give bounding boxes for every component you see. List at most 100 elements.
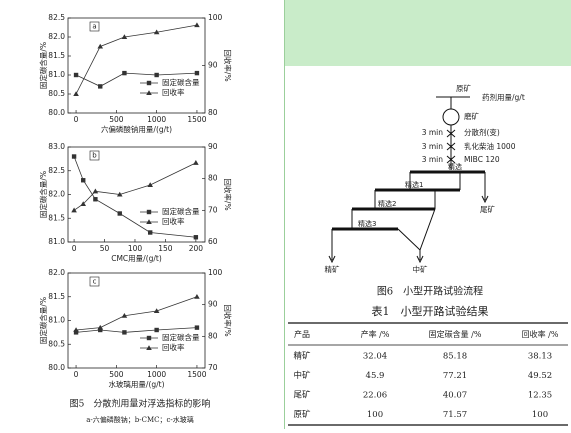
table-header: 固定碳含量 /% (429, 329, 482, 339)
plot-frame (67, 17, 206, 114)
legend-marker (146, 90, 152, 95)
figure-subcaption: a-六偏磷酸钠；b-CMC；c-水玻璃 (86, 415, 194, 424)
table-cell: 12.35 (528, 391, 552, 401)
data-point (97, 43, 104, 49)
feed-label: 原矿 (456, 83, 471, 93)
reagent-cross (446, 129, 456, 164)
y2-tick-label: 80 (208, 174, 218, 183)
series-line (73, 156, 196, 238)
y-tick-label: 80.5 (48, 89, 65, 98)
table-cell: 85.18 (443, 352, 467, 362)
arrow (328, 255, 336, 264)
step-time: 3 min (422, 142, 444, 151)
y2-tick-label: 90 (208, 61, 218, 70)
table-cell: 精矿 (293, 351, 311, 362)
table-cell: 尾矿 (293, 390, 311, 401)
data-point (98, 84, 103, 89)
x-tick-label: 0 (72, 244, 77, 253)
data-point (194, 325, 200, 330)
panel-label: c (93, 278, 97, 286)
data-point (117, 211, 122, 216)
x-tick-label: 1500 (187, 370, 206, 379)
middling-line (397, 208, 436, 260)
cell-label: 精选1 (405, 180, 423, 189)
y-tick-label: 82.0 (48, 268, 65, 277)
divider (284, 0, 285, 429)
x-tick-label: 50 (100, 244, 110, 253)
y-tick-label: 81.5 (48, 51, 65, 60)
flowsheet (328, 96, 489, 264)
data-point (92, 188, 99, 194)
x-tick-label: 100 (128, 244, 143, 253)
data-point (98, 327, 103, 333)
x-tick-label: 500 (109, 115, 124, 124)
table-cell: 32.04 (363, 352, 387, 362)
data-point (80, 201, 87, 206)
panel-label: a (92, 23, 96, 31)
table-cell: 38.13 (528, 352, 552, 362)
table-cell: 100 (367, 410, 383, 420)
y2-axis-label: 回收率/% (223, 304, 233, 336)
flowsheet-caption: 图6 小型开路试验流程 (377, 285, 483, 298)
y2-axis-label: 回收率/% (223, 178, 233, 210)
data-point (121, 34, 128, 39)
panel-box (89, 150, 100, 161)
data-point (154, 327, 159, 333)
y-tick-label: 80.0 (48, 108, 65, 117)
x-tick-label: 1000 (147, 370, 166, 379)
y-tick-label: 82.5 (48, 13, 65, 22)
plot-frame (67, 272, 206, 369)
x-tick-label: 0 (74, 370, 79, 379)
data-point (97, 324, 104, 330)
x-axis-label: 六偏磷酸钠用量/(g/t) (101, 124, 172, 134)
x-axis-label: 水玻璃用量/(g/t) (108, 379, 164, 389)
y-tick-label: 82.0 (48, 190, 65, 199)
y-tick-label: 81.5 (48, 292, 65, 301)
grinding-label: 磨矿 (464, 111, 479, 121)
data-point (73, 72, 79, 78)
series-line (73, 162, 197, 211)
data-point (194, 22, 200, 28)
data-point (116, 191, 123, 197)
concentrate-label: 精矿 (325, 264, 340, 274)
y2-tick-label: 70 (208, 363, 218, 372)
legend-marker (146, 335, 152, 341)
data-point (194, 70, 200, 76)
data-point (122, 330, 127, 335)
data-point (153, 29, 160, 35)
panel-label: b (92, 152, 97, 160)
table: 产品 产率 /% 固定碳含量 /% 回收率 /% 精矿 32.04 85.18 38.13 中矿… (288, 322, 568, 426)
x-axis-label: CMC用量/(g/t) (111, 254, 162, 263)
step-reagent: 分散剂(变) (464, 127, 500, 137)
y-tick-label: 80.0 (48, 363, 65, 372)
y-tick-label: 82.5 (48, 166, 65, 175)
legend-label: 回收率 (162, 87, 185, 97)
table-header: 回收率 /% (522, 329, 559, 339)
data-point (93, 197, 98, 202)
data-point (121, 312, 128, 318)
y2-tick-label: 90 (208, 142, 218, 151)
y-tick-label: 81.0 (48, 237, 65, 246)
y2-tick-label: 80 (208, 108, 218, 117)
table-cell: 49.52 (528, 371, 552, 381)
table-cell: 原矿 (293, 409, 311, 420)
x-tick-label: 200 (189, 244, 204, 253)
table-cell: 22.06 (363, 391, 387, 401)
y-tick-label: 81.0 (48, 316, 65, 325)
cell-label: 精选 (448, 162, 462, 171)
legend-label: 固定碳含量 (162, 77, 200, 87)
data-point (122, 70, 127, 76)
data-point (73, 327, 79, 332)
data-point (154, 72, 159, 78)
legend-label: 回收率 (162, 342, 185, 352)
panel-box (89, 276, 100, 287)
x-tick-label: 150 (158, 244, 173, 253)
legend-label: 固定碳含量 (162, 206, 200, 216)
step-time: 3 min (422, 128, 444, 137)
x-tick-label: 500 (109, 370, 124, 379)
grinding-circle (442, 108, 460, 126)
y-tick-label: 83.0 (48, 142, 65, 151)
data-point (153, 308, 160, 313)
table-cell: 45.9 (366, 371, 385, 381)
